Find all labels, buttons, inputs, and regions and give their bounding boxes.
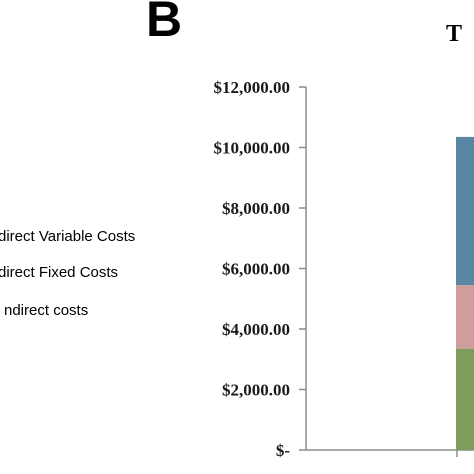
panel-label: B bbox=[146, 0, 183, 47]
y-tick-label: $6,000.00 bbox=[222, 260, 290, 279]
bar-segment-indirect-costs bbox=[456, 348, 474, 450]
y-tick-label: $- bbox=[276, 441, 291, 460]
y-tick-label: $2,000.00 bbox=[222, 381, 290, 400]
legend-item-direct-variable-costs: direct Variable Costs bbox=[0, 228, 136, 245]
y-tick-label: $8,000.00 bbox=[222, 199, 290, 218]
y-tick-label: $10,000.00 bbox=[214, 139, 291, 158]
legend-item-indirect-costs: ndirect costs bbox=[4, 302, 89, 319]
chart-title: T bbox=[446, 21, 463, 47]
y-tick-label: $12,000.00 bbox=[214, 78, 291, 97]
legend-item-direct-fixed-costs: direct Fixed Costs bbox=[0, 264, 119, 281]
bar-segment-direct-variable-costs bbox=[456, 136, 474, 286]
y-tick-label: $4,000.00 bbox=[222, 320, 290, 339]
bar-segment-direct-fixed-costs bbox=[456, 285, 474, 349]
